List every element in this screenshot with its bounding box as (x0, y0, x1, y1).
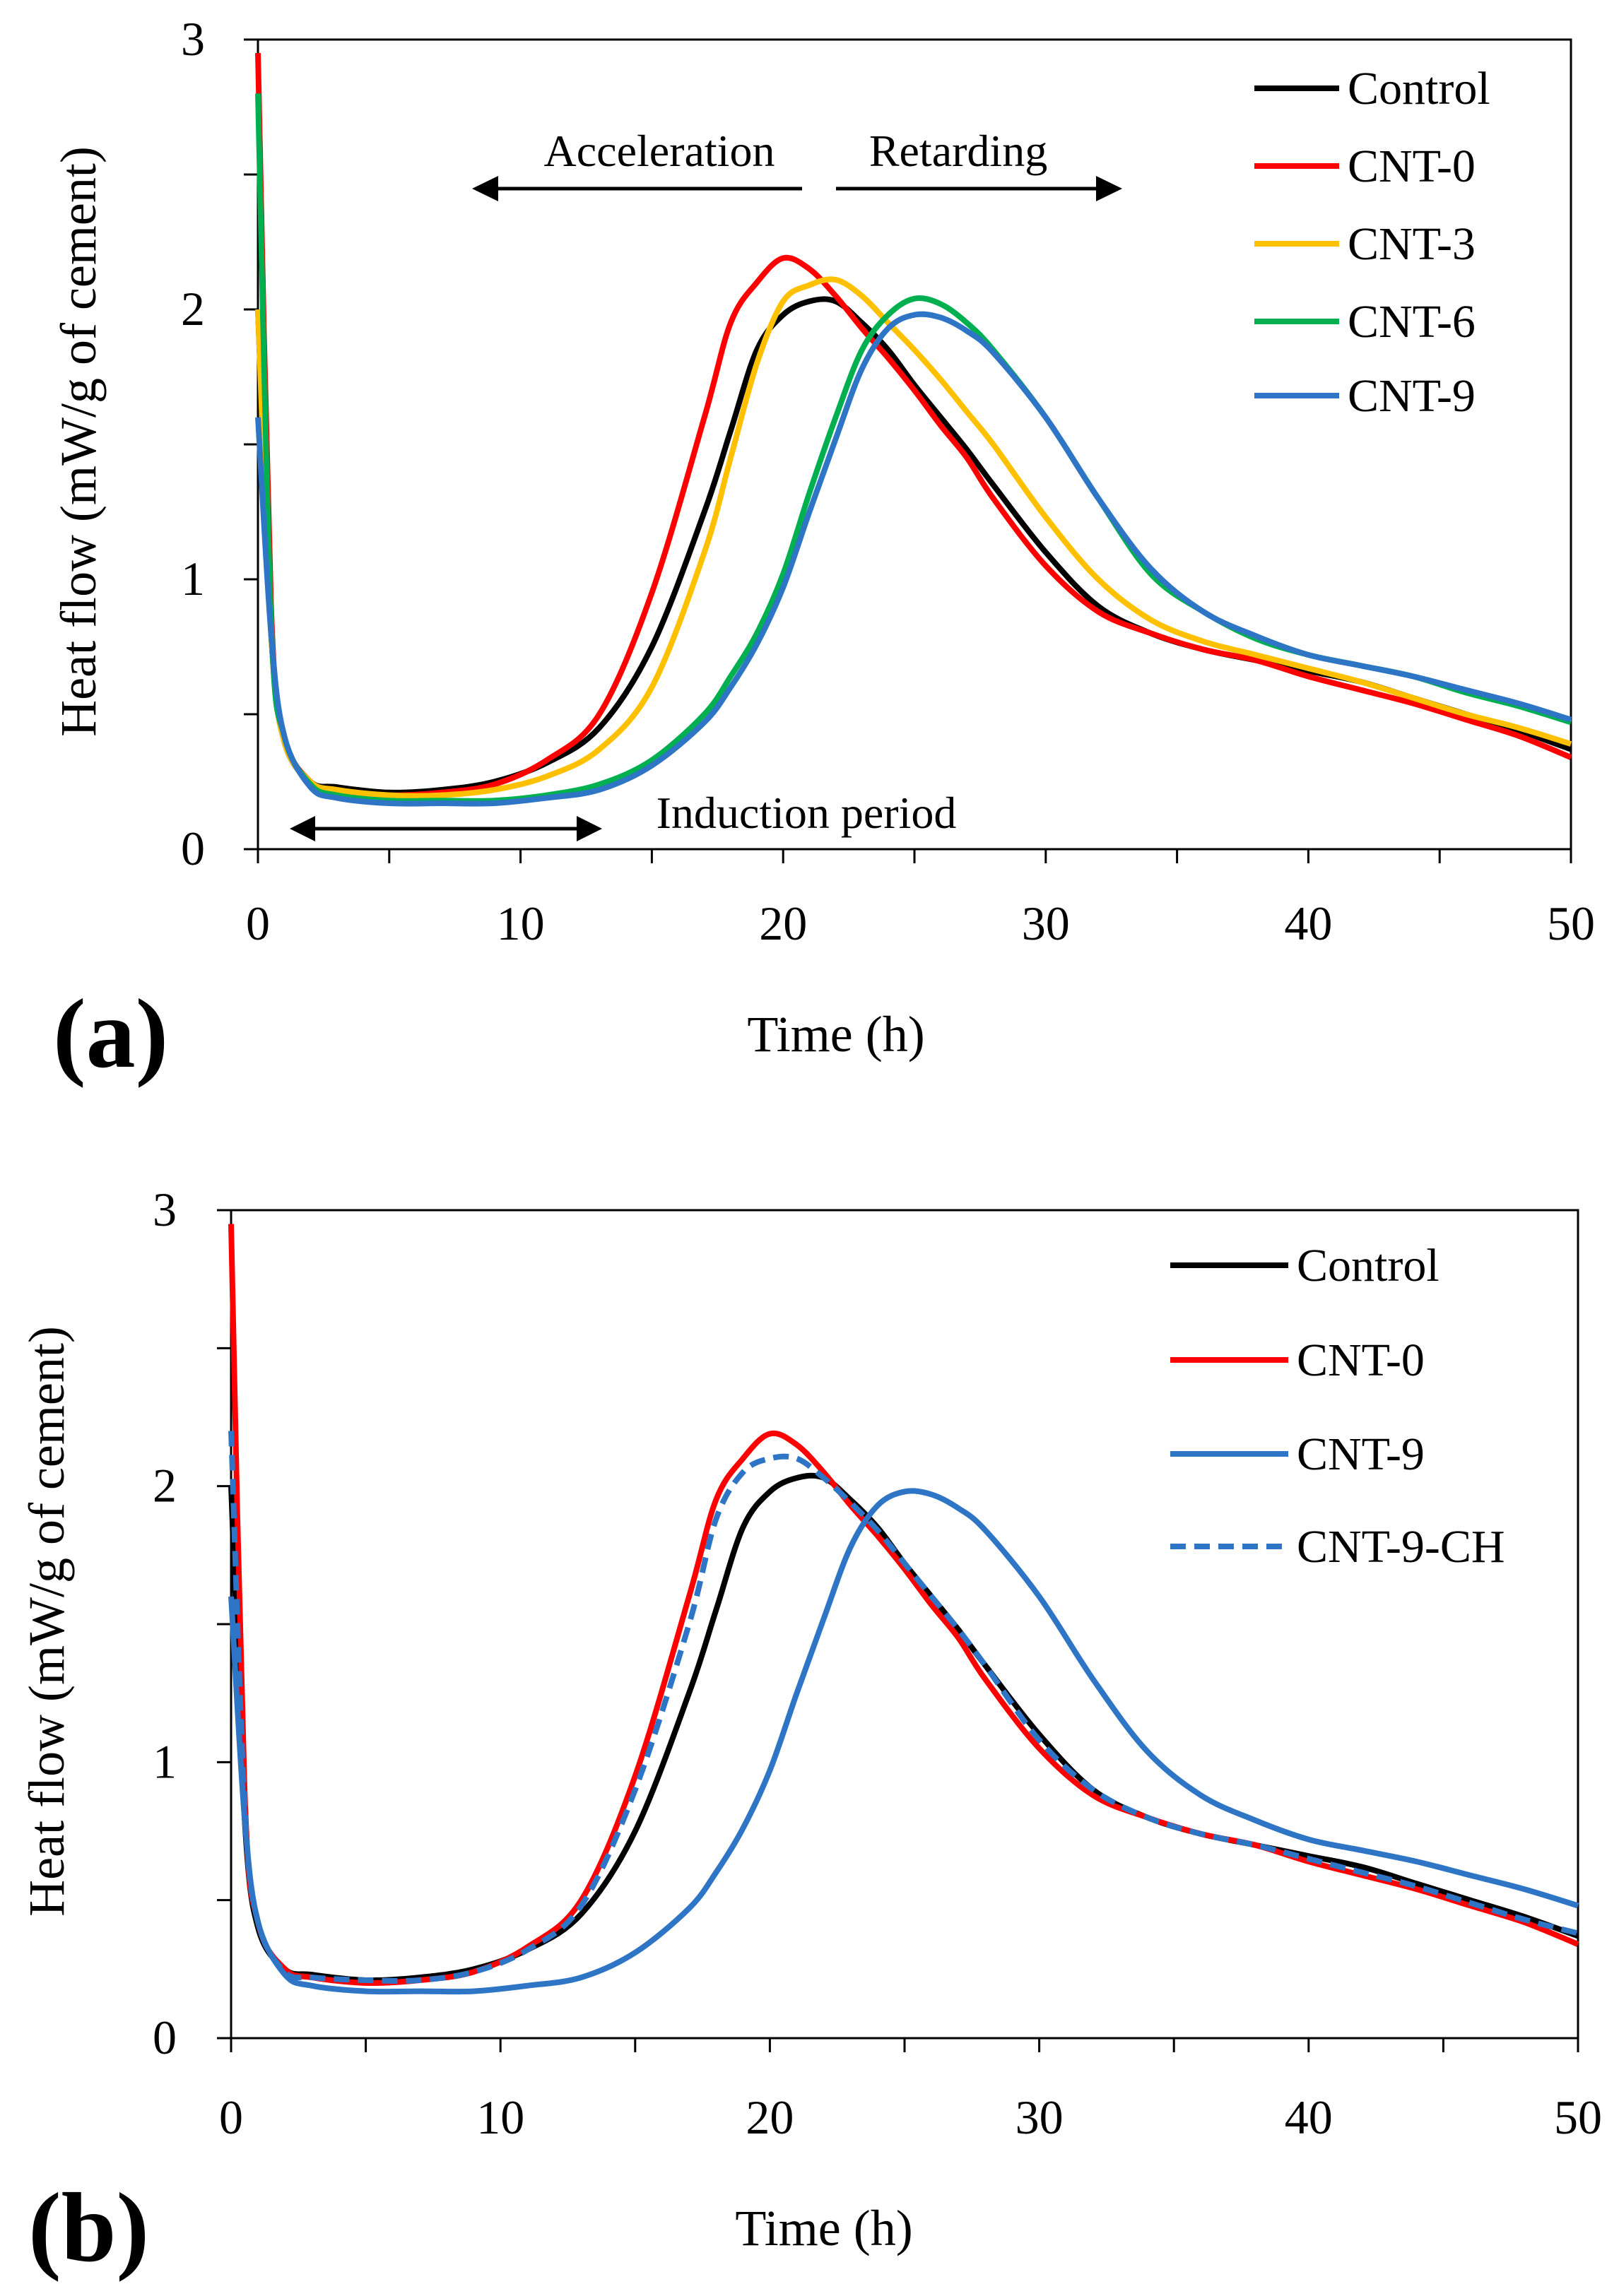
y-tick-label: 2 (181, 282, 205, 336)
y-tick-label: 0 (153, 2011, 177, 2064)
panel-label-a: (a) (53, 979, 168, 1089)
y-tick-label: 3 (153, 1183, 177, 1236)
arrow-acceleration (472, 176, 802, 201)
legend-label: Control (1297, 1240, 1440, 1291)
x-tick-label: 0 (246, 896, 270, 950)
x-tick-label: 40 (1284, 896, 1332, 950)
x-tick-label: 20 (759, 896, 807, 950)
y-tick-label: 2 (153, 1459, 177, 1513)
series-line-cnt-0 (228, 1224, 1579, 1986)
x-tick-label: 20 (746, 2090, 794, 2144)
arrow-induction-period (290, 816, 602, 841)
x-tick-label: 0 (219, 2090, 243, 2144)
x-tick-label: 40 (1285, 2090, 1333, 2144)
arrow-retarding (836, 176, 1122, 201)
x-tick-label: 30 (1015, 2090, 1064, 2144)
series-line-cnt-9 (255, 311, 1572, 807)
x-axis-title-b: Time (h) (735, 2200, 912, 2256)
x-tick-label: 50 (1547, 896, 1595, 950)
legend-label: CNT-9 (1348, 370, 1476, 422)
y-tick-label: 3 (181, 12, 205, 66)
y-tick-label: 1 (153, 1734, 177, 1788)
series-line-cnt-3 (255, 276, 1572, 799)
annotation-induction-period: Induction period (657, 788, 957, 838)
legend-label: Control (1348, 63, 1490, 114)
legend-label: CNT-6 (1348, 296, 1476, 348)
y-axis-title-a: Heat flow (mW/g of cement) (50, 146, 107, 737)
y-tick-label: 0 (181, 822, 205, 875)
annotation-retarding: Retarding (869, 126, 1047, 176)
panel-label-b: (b) (28, 2173, 149, 2283)
legend-label: CNT-9-CH (1297, 1521, 1505, 1573)
x-tick-label: 50 (1554, 2090, 1602, 2144)
legend-label: CNT-9 (1297, 1428, 1425, 1480)
legend-label: CNT-3 (1348, 218, 1476, 270)
legend-label: CNT-0 (1297, 1335, 1425, 1386)
y-axis-title-b: Heat flow (mW/g of cement) (18, 1326, 75, 1917)
series-line-cnt-9-ch (228, 1431, 1579, 1984)
legend-label: CNT-0 (1348, 141, 1476, 192)
chart-panel-a: Heat flow (mW/g of cement) Time (h) (a) … (50, 12, 1595, 1089)
x-tick-label: 10 (476, 2090, 524, 2144)
x-tick-label: 30 (1022, 896, 1070, 950)
chart-panel-b: Heat flow (mW/g of cement) Time (h) (b) … (18, 1183, 1602, 2283)
annotation-acceleration: Acceleration (544, 126, 775, 176)
y-tick-label: 1 (181, 552, 205, 605)
series-line-cnt-9 (228, 1488, 1579, 1995)
x-tick-label: 10 (497, 896, 545, 950)
x-axis-title-a: Time (h) (747, 1006, 924, 1063)
